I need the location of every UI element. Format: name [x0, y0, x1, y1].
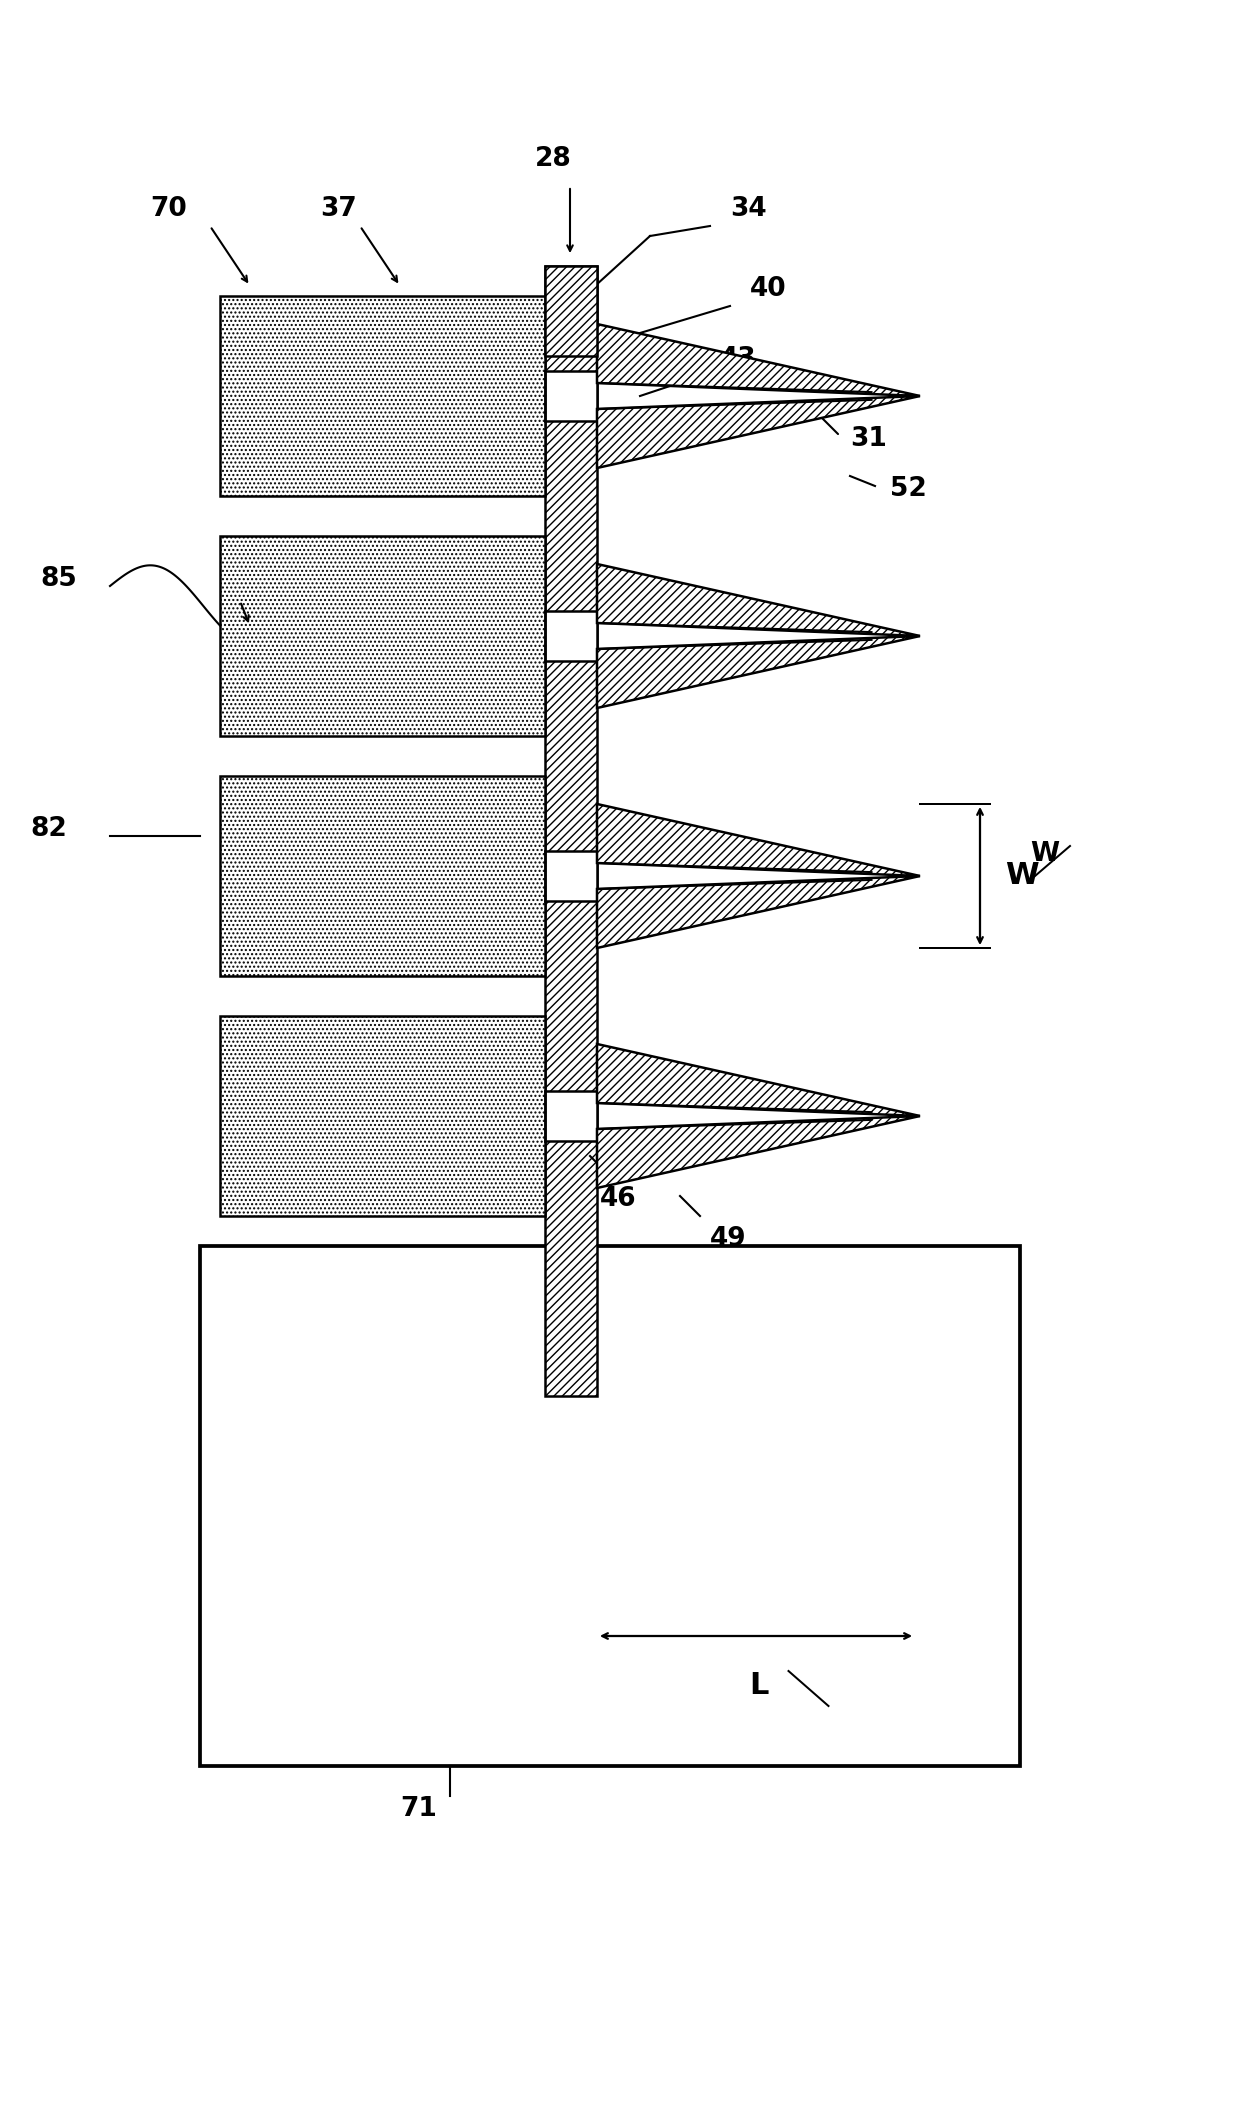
- Text: 71: 71: [401, 1796, 436, 1822]
- Bar: [219, 777, 546, 975]
- Bar: [546, 267, 596, 355]
- Polygon shape: [596, 1115, 920, 1187]
- Text: 46: 46: [600, 1185, 636, 1212]
- Text: 28: 28: [534, 146, 572, 171]
- Bar: [219, 296, 546, 495]
- Text: 40: 40: [750, 275, 786, 303]
- Polygon shape: [596, 565, 920, 637]
- Text: L: L: [749, 1672, 769, 1699]
- Text: 70: 70: [150, 197, 187, 222]
- Polygon shape: [596, 637, 920, 709]
- Text: 52: 52: [890, 476, 926, 501]
- Text: 31: 31: [849, 425, 887, 453]
- Bar: [546, 612, 596, 660]
- Text: 82: 82: [30, 817, 67, 842]
- Text: 43: 43: [720, 347, 756, 372]
- Text: 37: 37: [320, 197, 357, 222]
- Text: W: W: [1004, 861, 1039, 891]
- Text: W: W: [1030, 840, 1059, 868]
- Polygon shape: [596, 1043, 920, 1115]
- Text: 34: 34: [730, 197, 766, 222]
- Text: 49: 49: [711, 1225, 746, 1253]
- Bar: [546, 370, 596, 421]
- Polygon shape: [596, 876, 920, 948]
- Polygon shape: [596, 804, 920, 876]
- Bar: [200, 1246, 1021, 1767]
- Bar: [546, 851, 596, 901]
- Bar: [219, 1016, 546, 1217]
- Bar: [219, 535, 546, 736]
- Polygon shape: [596, 324, 920, 396]
- Bar: [546, 1092, 596, 1141]
- Bar: [546, 267, 596, 1397]
- Text: 85: 85: [40, 565, 77, 592]
- Polygon shape: [596, 396, 920, 468]
